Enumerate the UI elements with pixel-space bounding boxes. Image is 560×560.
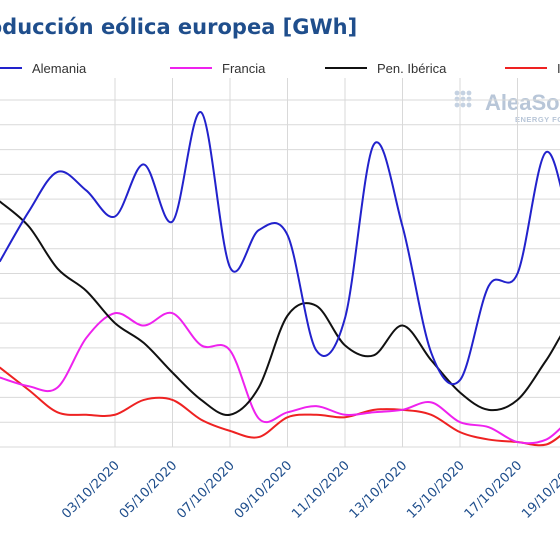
legend-label: Alemania — [32, 61, 87, 76]
x-tick-label: 07/10/2020 — [174, 458, 238, 522]
x-tick-label: 15/10/2020 — [404, 458, 468, 522]
series-line-italia — [0, 366, 560, 447]
x-tick-label: 19/10/2020 — [519, 458, 560, 522]
series-line-alemania — [0, 111, 560, 386]
logo: AleaSoft ENERGY FORECASTING — [454, 90, 560, 124]
legend-label: Italia — [557, 61, 560, 76]
x-tick-label: 05/10/2020 — [117, 458, 181, 522]
x-axis-ticks: 03/10/202005/10/202007/10/202009/10/2020… — [59, 458, 560, 522]
x-tick-label: 17/10/2020 — [462, 458, 526, 522]
logo-dots-icon — [454, 90, 472, 108]
grid — [0, 78, 560, 448]
legend-label: Francia — [222, 61, 266, 76]
series-line-pen-ib-rica — [0, 200, 560, 417]
series-lines — [0, 111, 560, 447]
chart-title: Producción eólica europea [GWh] — [0, 15, 357, 39]
legend: Alemania Francia Pen. Ibérica Italia — [0, 61, 560, 76]
logo-subtext: ENERGY FORECASTING — [515, 115, 560, 124]
x-tick-label: 03/10/2020 — [59, 458, 123, 522]
x-tick-label: 09/10/2020 — [232, 458, 296, 522]
x-tick-label: 11/10/2020 — [289, 458, 353, 522]
series-line-francia — [0, 311, 560, 445]
legend-label: Pen. Ibérica — [377, 61, 447, 76]
x-tick-label: 13/10/2020 — [347, 458, 411, 522]
logo-text: AleaSoft — [485, 90, 560, 115]
